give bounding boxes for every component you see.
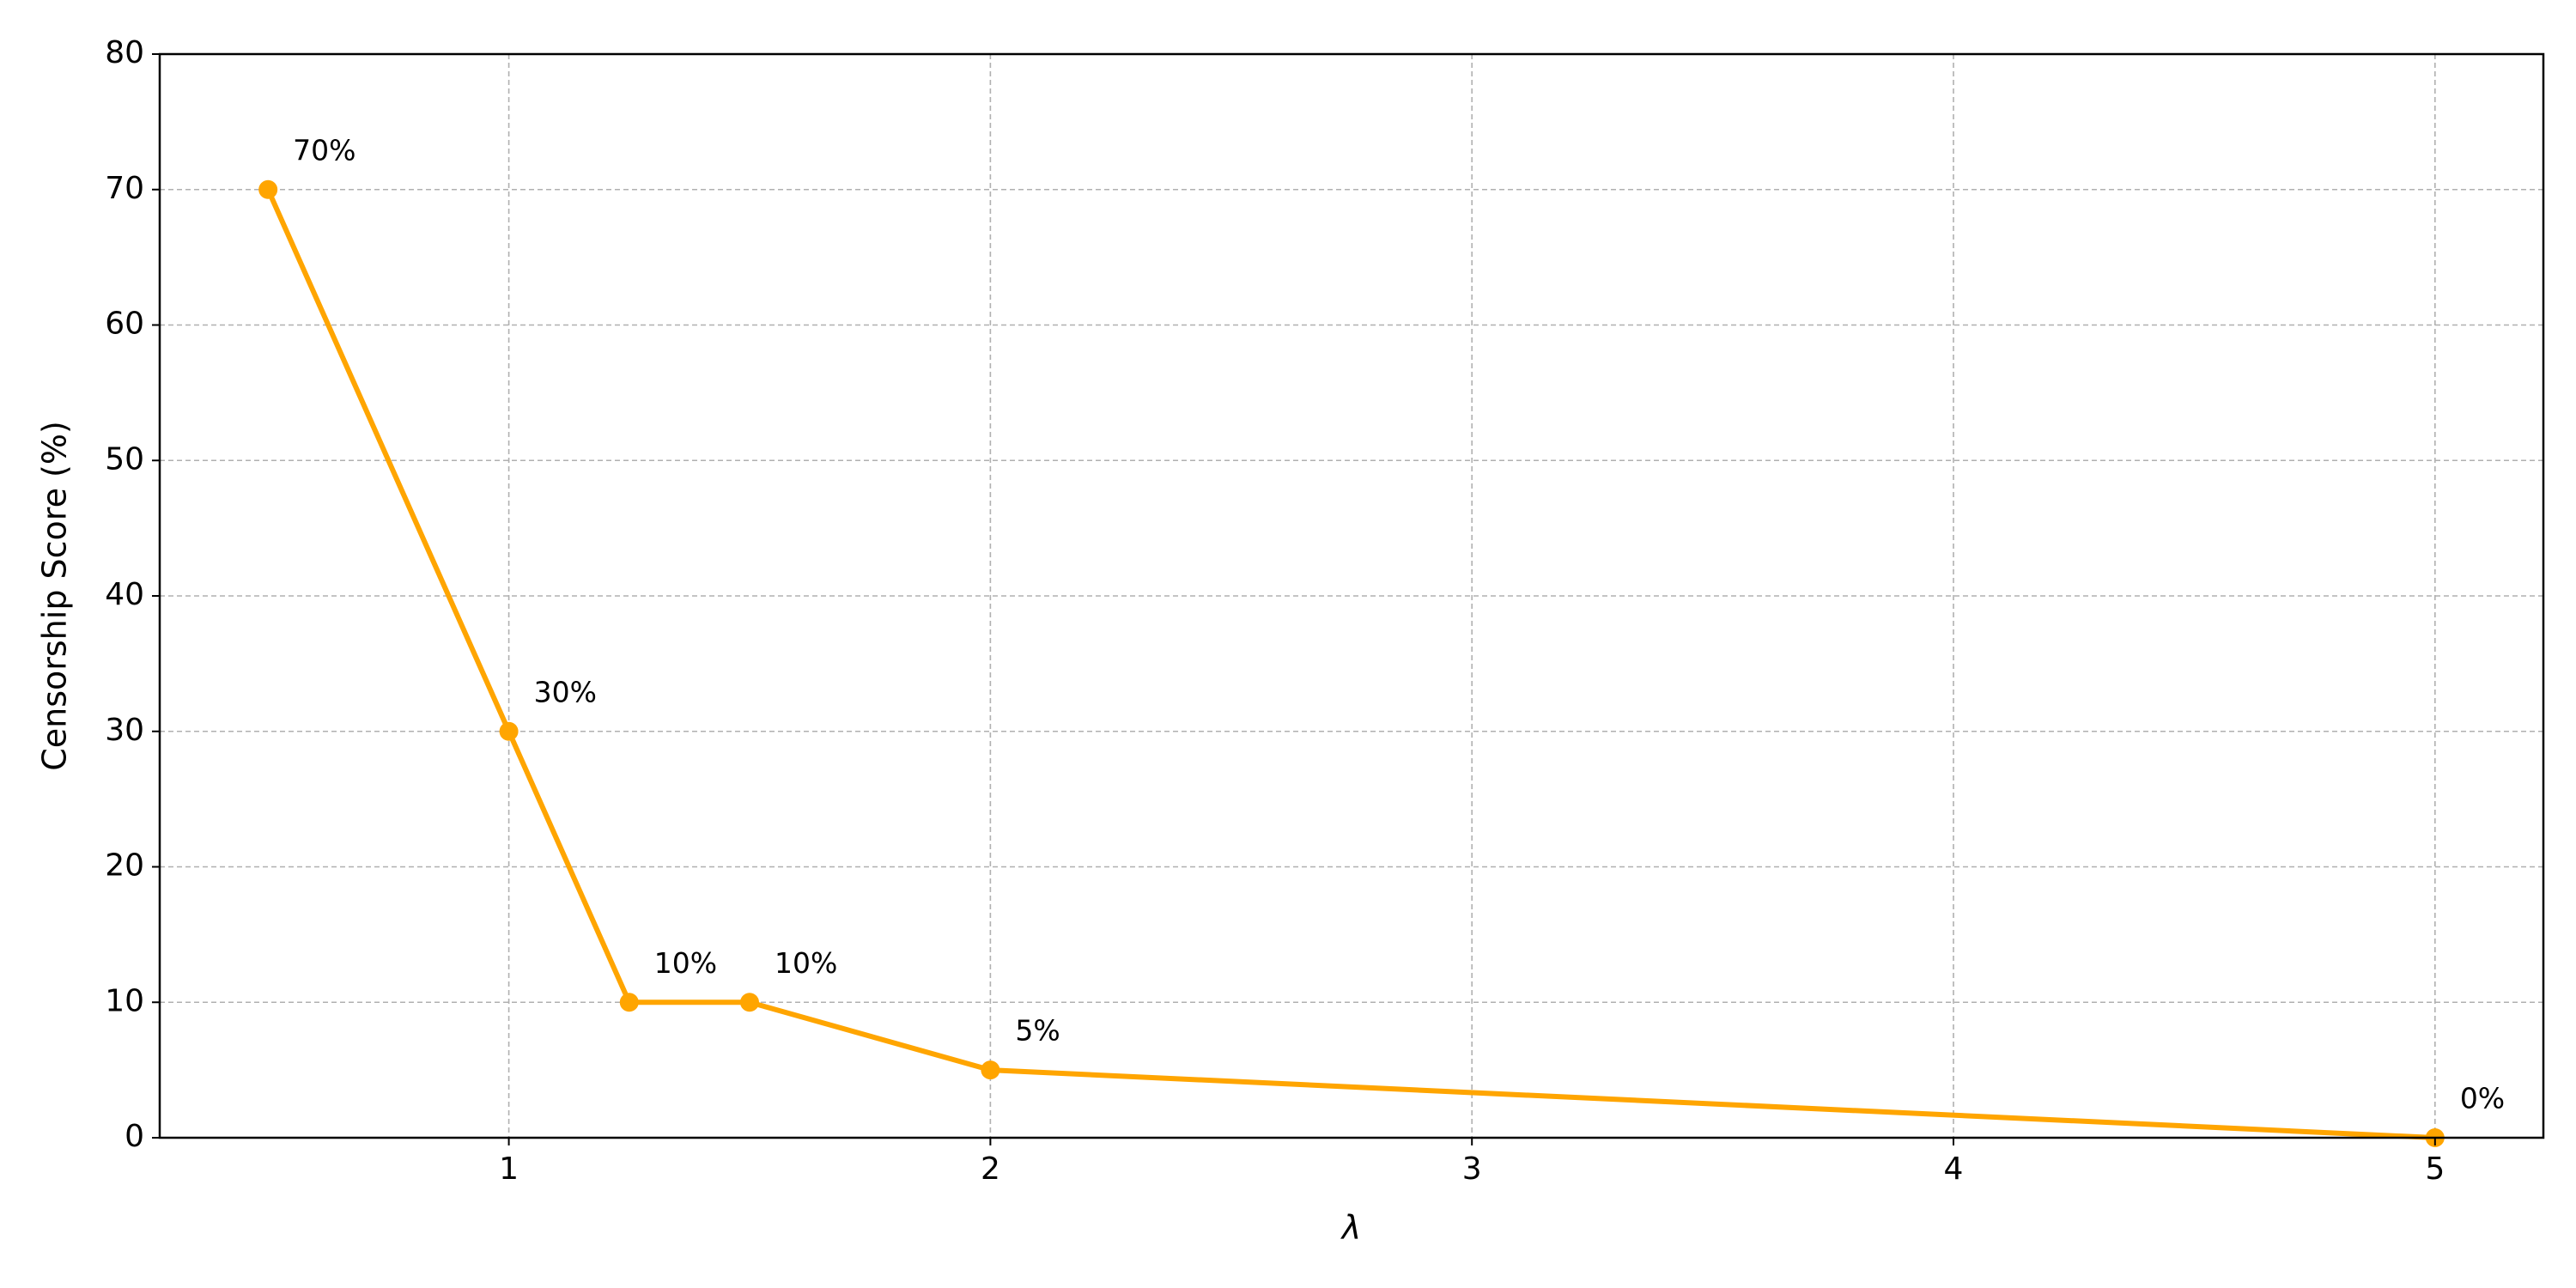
point [981,1060,1000,1080]
y-axis-label: Censorship Score (%) [36,421,74,771]
y-tick-label: 80 [105,35,144,70]
y-tick-label: 10 [105,983,144,1018]
line [265,188,2435,1140]
y-tick-label: 0 [125,1119,144,1154]
y-tick-label: 30 [105,713,144,748]
y-tick-label: 20 [105,848,144,884]
data-label: 10% [654,946,717,980]
data-label: 0% [2460,1082,2505,1115]
point [739,993,759,1012]
point [619,993,639,1012]
data-label: 70% [293,133,355,167]
data-label: 10% [775,946,837,980]
point [499,721,519,741]
y-tick-label: 60 [105,307,144,342]
x-tick-label: 4 [1944,1151,1964,1187]
y-tick-label: 50 [105,441,144,477]
x-tick-label: 5 [2425,1151,2445,1187]
x-axis-label: λ [1340,1209,1362,1247]
x-tick-label: 1 [499,1151,519,1187]
y-tick-label: 70 [105,171,144,206]
data-label: 30% [534,675,597,708]
point [258,179,278,199]
y-tick-label: 40 [105,577,144,612]
plot-frame [158,52,2545,1139]
data-label: 5% [1015,1014,1060,1048]
x-tick-label: 3 [1462,1151,1482,1187]
x-tick-label: 2 [981,1151,1000,1187]
plot: 70% 30% 10% 10% 5% 0% [258,133,2505,1147]
grid [160,53,2543,1139]
